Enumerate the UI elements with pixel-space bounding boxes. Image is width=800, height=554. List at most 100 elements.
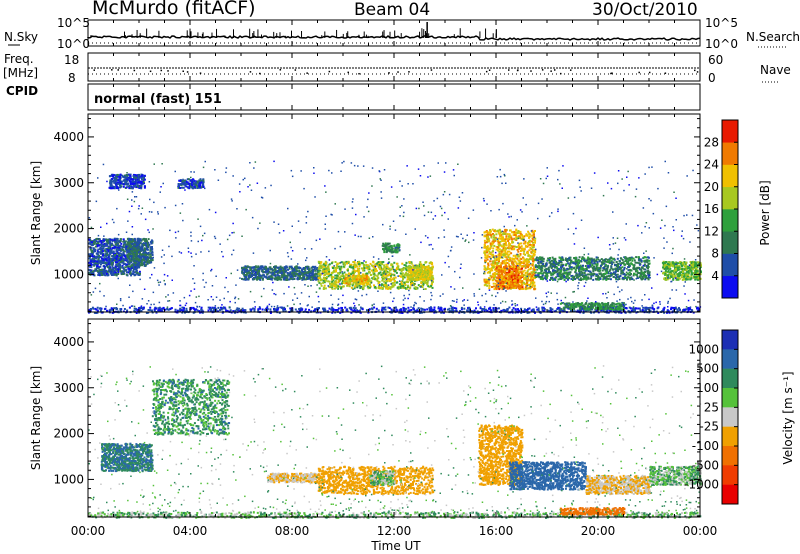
power-colorbar-label: 4 [711, 269, 719, 283]
cpid-value: normal (fast) 151 [94, 92, 222, 107]
freq-label-line1: Freq. [4, 52, 34, 66]
freq-right-tick-top: 60 [708, 53, 724, 67]
power-scale-label: Power [dB] [758, 180, 772, 245]
velocity-colorbar-label: 1000 [688, 342, 719, 356]
vel-echoes-region-3 [266, 472, 319, 484]
power-echoes [88, 160, 702, 314]
power-colorbar-band [722, 186, 738, 210]
freq-dot [347, 71, 350, 74]
velocity-colorbar-frame [721, 329, 739, 505]
noise-right-tick-top: 10^5 [705, 16, 738, 30]
freq-left-tick-top: 18 [64, 53, 80, 67]
freq-dot [559, 72, 562, 75]
xlabel: Time UT [370, 539, 421, 553]
freq-dot [249, 71, 252, 73]
power-colorbar-label: 28 [704, 135, 719, 149]
freq-dot [328, 70, 331, 73]
noise-trace [87, 22, 701, 44]
freq-dot [397, 71, 399, 73]
velocity-y-axis: 4000 3000 2000 1000 [53, 323, 700, 517]
velocity-colorbar-band [722, 465, 738, 485]
freq-dot [388, 72, 390, 74]
freq-dot [664, 72, 667, 74]
station-title: McMurdo (fitACF) [92, 0, 256, 19]
power-ytick-label: 3000 [53, 176, 84, 190]
power-colorbar-label: 16 [704, 202, 719, 216]
power-ytick-label: 1000 [53, 267, 84, 281]
power-colorbar-band [722, 209, 738, 232]
velocity-ytick-label: 1000 [53, 472, 84, 486]
vel-echoes-region-1 [100, 442, 154, 473]
power-echoes-region-12 [534, 256, 651, 281]
velocity-colorbar-band [722, 388, 738, 408]
noise-right-label: N.Search [746, 30, 800, 44]
freq-dot [430, 69, 433, 71]
freq-dot [569, 69, 572, 71]
power-echoes-scatter [88, 160, 702, 308]
freq-dot [358, 72, 360, 75]
freq-dot [160, 69, 163, 72]
noise-left-label: N.Sky [4, 30, 39, 44]
power-echoes-region-8 [407, 265, 434, 281]
freq-trace [88, 67, 700, 75]
vel-echoes-region-2 [151, 378, 231, 436]
power-colorbar-label: 12 [704, 224, 719, 238]
velocity-colorbar-label: 100 [696, 381, 719, 395]
freq-dot [111, 69, 113, 71]
velocity-colorbar-band [722, 446, 738, 466]
freq-dot [693, 69, 696, 72]
power-colorbar-band [722, 231, 738, 254]
vel-echoes-scatter [88, 365, 702, 513]
freq-dot [611, 72, 613, 74]
power-echoes-region-5 [241, 265, 320, 281]
power-echoes-region-4 [177, 178, 205, 190]
freq-dot [93, 69, 96, 71]
power-echoes-region-3 [108, 173, 146, 190]
power-echoes-region-13 [661, 260, 702, 281]
noise-sky-line [87, 34, 701, 41]
power-colorbar-label: 8 [711, 247, 719, 261]
velocity-scale-label: Velocity [m s⁻¹] [781, 371, 795, 464]
power-ytick-label: 2000 [53, 222, 84, 236]
power-colorbar-label: 24 [704, 158, 719, 172]
vel-echoes-region-5 [368, 470, 396, 486]
power-echoes-region-9 [381, 242, 401, 254]
power-echoes-region-1 [88, 237, 141, 277]
power-y-axis: 4000 3000 2000 1000 [53, 118, 700, 312]
freq-dot [530, 70, 532, 72]
velocity-colorbar-label: -100 [692, 439, 719, 453]
freq-dot [488, 69, 491, 71]
freq-dot [259, 72, 261, 75]
power-echoes-region-11 [496, 265, 524, 291]
power-echoes-region-7 [343, 274, 371, 286]
freq-dot [186, 71, 189, 73]
freq-dot [638, 71, 640, 74]
freq-right-tick-bottom: 0 [708, 71, 716, 85]
freq-dot [553, 69, 556, 71]
freq-dot [541, 69, 544, 71]
nave-label: Nave [760, 63, 791, 77]
freq-dot [610, 72, 612, 75]
xtick-label: 04:00 [173, 524, 208, 538]
freq-dot [408, 71, 410, 73]
freq-dot [117, 69, 119, 71]
freq-label-line2: [MHz] [3, 66, 39, 80]
cpid-label: CPID [6, 84, 39, 98]
noise-left-tick-bottom: 10^0 [57, 37, 90, 51]
freq-dot [516, 69, 519, 72]
velocity-colorbar-band [722, 368, 738, 389]
vel-echoes-region-10 [559, 507, 626, 516]
beam-title: Beam 04 [354, 0, 431, 20]
power-colorbar-band [722, 253, 738, 277]
freq-left-tick-bottom: 8 [68, 71, 76, 85]
xtick-label: 16:00 [479, 524, 514, 538]
freq-dot [306, 72, 308, 74]
freq-dot [507, 69, 510, 71]
freq-dot [199, 72, 202, 74]
velocity-colorbar-label: 500 [696, 362, 719, 376]
freq-dot [485, 70, 488, 73]
freq-dot [133, 69, 136, 72]
velocity-ytick-label: 2000 [53, 427, 84, 441]
noise-right-tick-bottom: 10^0 [705, 37, 738, 51]
